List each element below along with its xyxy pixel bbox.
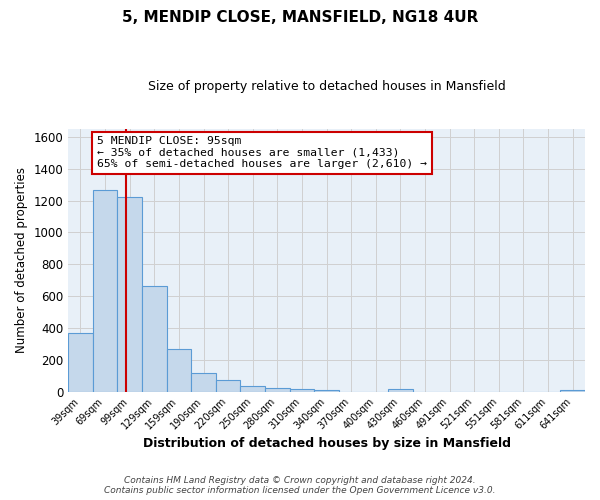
Bar [388, 390, 413, 392]
Text: 5 MENDIP CLOSE: 95sqm
← 35% of detached houses are smaller (1,433)
65% of semi-d: 5 MENDIP CLOSE: 95sqm ← 35% of detached … [97, 136, 427, 170]
Bar [314, 390, 339, 392]
Bar [191, 374, 216, 392]
Text: Contains HM Land Registry data © Crown copyright and database right 2024.
Contai: Contains HM Land Registry data © Crown c… [104, 476, 496, 495]
Bar [93, 190, 118, 392]
Bar [241, 386, 265, 392]
X-axis label: Distribution of detached houses by size in Mansfield: Distribution of detached houses by size … [143, 437, 511, 450]
Bar [142, 286, 167, 392]
Bar [290, 390, 314, 392]
Bar [560, 390, 585, 392]
Title: Size of property relative to detached houses in Mansfield: Size of property relative to detached ho… [148, 80, 505, 93]
Bar [265, 388, 290, 392]
Y-axis label: Number of detached properties: Number of detached properties [15, 168, 28, 354]
Bar [216, 380, 241, 392]
Bar [68, 332, 93, 392]
Text: 5, MENDIP CLOSE, MANSFIELD, NG18 4UR: 5, MENDIP CLOSE, MANSFIELD, NG18 4UR [122, 10, 478, 25]
Bar [118, 198, 142, 392]
Bar [167, 348, 191, 392]
